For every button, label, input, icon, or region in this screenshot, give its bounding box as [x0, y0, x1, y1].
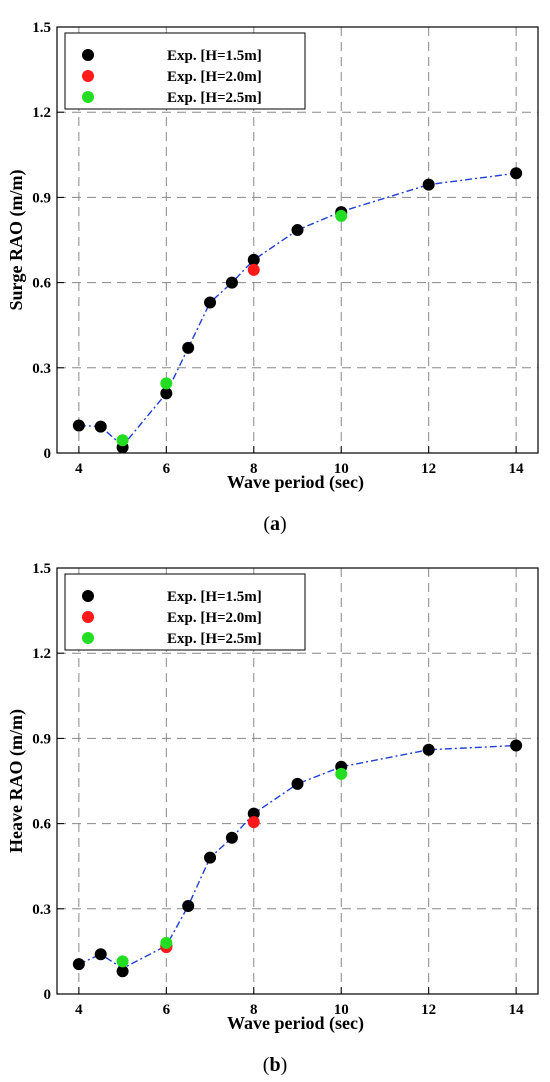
chart-a-xtick-label-1: 6 — [163, 461, 171, 477]
chart-a-series-1 — [247, 263, 260, 276]
chart-b-legend-label-2: Exp. [H=2.5m] — [167, 631, 262, 647]
chart-b-series-2-point-1 — [160, 936, 173, 949]
chart-a-legend: Exp. [H=1.5m] Exp. [H=2.0m] Exp. [H=2.5m] — [64, 32, 306, 110]
chart-b-legend: Exp. [H=1.5m] Exp. [H=2.0m] Exp. [H=2.5m] — [64, 573, 306, 651]
chart-b-caption-letter: b — [269, 1054, 280, 1076]
chart-a-series-0-point-8 — [291, 224, 304, 237]
chart-a-ytick-label-3: 0.9 — [32, 190, 51, 206]
chart-a-series-0-point-4 — [182, 341, 195, 354]
chart-b-series-0-point-5 — [204, 851, 217, 864]
chart-a-series-0-point-3 — [160, 387, 173, 400]
chart-a-xtick-label-4: 12 — [421, 461, 436, 477]
chart-b-series-2-point-0 — [116, 955, 129, 968]
chart-b-y-axis-title: Heave RAO (m/m) — [6, 709, 27, 853]
chart-a-ytick-label-1: 0.3 — [32, 361, 51, 377]
chart-b-xtick-label-3: 10 — [334, 1002, 349, 1018]
chart-b-ytick-label-3: 0.9 — [32, 731, 51, 747]
chart-b-svg: 4 6 8 10 12 14 0 0.3 0.6 0.9 1.2 1.5 Wave period (se… — [6, 561, 539, 1076]
chart-a-caption-letter: a — [270, 513, 280, 535]
chart-b-ytick-label-5: 1.5 — [32, 561, 51, 577]
chart-b-series-2 — [116, 767, 348, 968]
chart-b-series-0-point-10 — [422, 743, 435, 756]
chart-b-legend-marker-0 — [82, 590, 94, 602]
chart-b-caption-close: ) — [281, 1054, 288, 1076]
chart-b-caption-open: ( — [263, 1054, 270, 1076]
chart-b-series-0-point-4 — [182, 899, 195, 912]
chart-b-xtick-label-4: 12 — [421, 1002, 436, 1018]
chart-a-legend-label-2: Exp. [H=2.5m] — [167, 90, 262, 106]
chart-a-ytick-label-4: 1.2 — [32, 105, 51, 121]
chart-b-series-0-point-1 — [94, 948, 107, 961]
chart-a-ytick-label-0: 0 — [44, 446, 52, 462]
chart-a-caption: (a) — [263, 513, 286, 535]
chart-b-series-0-point-8 — [291, 777, 304, 790]
chart-a-legend-box — [64, 32, 306, 110]
chart-b-series-0-point-6 — [225, 831, 238, 844]
chart-a-caption-close: ) — [280, 513, 287, 535]
chart-a-series-2-point-2 — [335, 209, 348, 222]
chart-b-legend-marker-1 — [82, 611, 94, 623]
chart-b-ytick-label-4: 1.2 — [32, 646, 51, 662]
chart-a-x-axis-title: Wave period (sec) — [227, 472, 364, 493]
chart-a-trend-line — [78, 172, 517, 447]
chart-b-series-2-point-2 — [335, 767, 348, 780]
chart-a-legend-marker-1 — [82, 70, 94, 82]
chart-b-xtick-label-1: 6 — [163, 1002, 171, 1018]
chart-b-series-0-point-11 — [510, 739, 523, 752]
chart-a-xtick-label-0: 4 — [75, 461, 83, 477]
chart-b-xtick-label-0: 4 — [75, 1002, 83, 1018]
chart-a-series-0 — [72, 167, 523, 454]
chart-a-series-0-point-10 — [422, 178, 435, 191]
chart-b-plot-frame — [56, 567, 539, 995]
chart-a-xtick-label-2: 8 — [250, 461, 258, 477]
chart-a-ytick-label-5: 1.5 — [32, 20, 51, 36]
chart-b-legend-label-1: Exp. [H=2.0m] — [167, 610, 262, 626]
chart-a-legend-label-1: Exp. [H=2.0m] — [167, 69, 262, 85]
chart-a-plot-frame — [56, 26, 539, 454]
chart-a-y-axis-title: Surge RAO (m/m) — [6, 170, 27, 311]
chart-b-series-0 — [72, 739, 523, 978]
chart-panel-b: 4 6 8 10 12 14 0 0.3 0.6 0.9 1.2 1.5 Wave period (se… — [0, 541, 550, 1082]
chart-a-xtick-label-3: 10 — [334, 461, 349, 477]
chart-b-xtick-label-2: 8 — [250, 1002, 258, 1018]
chart-b-series-1-point-1 — [247, 816, 260, 829]
chart-a-series-2 — [116, 209, 348, 447]
chart-a-ytick-label-2: 0.6 — [32, 276, 51, 292]
chart-a-legend-label-0: Exp. [H=1.5m] — [167, 48, 262, 64]
chart-a-series-2-point-1 — [160, 377, 173, 390]
chart-a-caption-open: ( — [263, 513, 270, 535]
chart-a-series-0-point-5 — [204, 296, 217, 309]
chart-a-series-0-point-1 — [94, 420, 107, 433]
chart-b-legend-box — [64, 573, 306, 651]
chart-a-legend-marker-0 — [82, 49, 94, 61]
chart-b-series-1 — [160, 816, 260, 954]
chart-b-legend-label-0: Exp. [H=1.5m] — [167, 589, 262, 605]
chart-b-series-0-point-0 — [72, 958, 85, 971]
chart-a-series-2-point-0 — [116, 434, 129, 447]
chart-panel-a: 4 6 8 10 12 14 0 0.3 0.6 0.9 1.2 1.5 Wave period (se… — [6, 20, 539, 535]
chart-b-legend-marker-2 — [82, 632, 94, 644]
chart-b-caption: (b) — [263, 1054, 287, 1076]
chart-b-ytick-label-0: 0 — [44, 987, 52, 1003]
chart-a-series-0-point-11 — [510, 167, 523, 180]
chart-b-series-0-point-2 — [116, 965, 129, 978]
chart-b-series-0-point-7 — [247, 807, 260, 820]
chart-a-series-1-point-0 — [247, 263, 260, 276]
chart-b-x-axis-title: Wave period (sec) — [227, 1013, 364, 1034]
chart-b-ytick-label-1: 0.3 — [32, 902, 51, 918]
chart-a-series-0-point-6 — [225, 276, 238, 289]
chart-a-series-0-point-7 — [247, 253, 260, 266]
chart-a-svg: 4 6 8 10 12 14 0 0.3 0.6 0.9 1.2 1.5 Wave period (se… — [6, 20, 539, 535]
chart-a-xtick-label-5: 14 — [509, 461, 525, 477]
chart-a-series-0-point-0 — [72, 419, 85, 432]
chart-a-legend-marker-2 — [82, 91, 94, 103]
chart-b-xtick-label-5: 14 — [509, 1002, 525, 1018]
chart-b-ytick-label-2: 0.6 — [32, 817, 51, 833]
